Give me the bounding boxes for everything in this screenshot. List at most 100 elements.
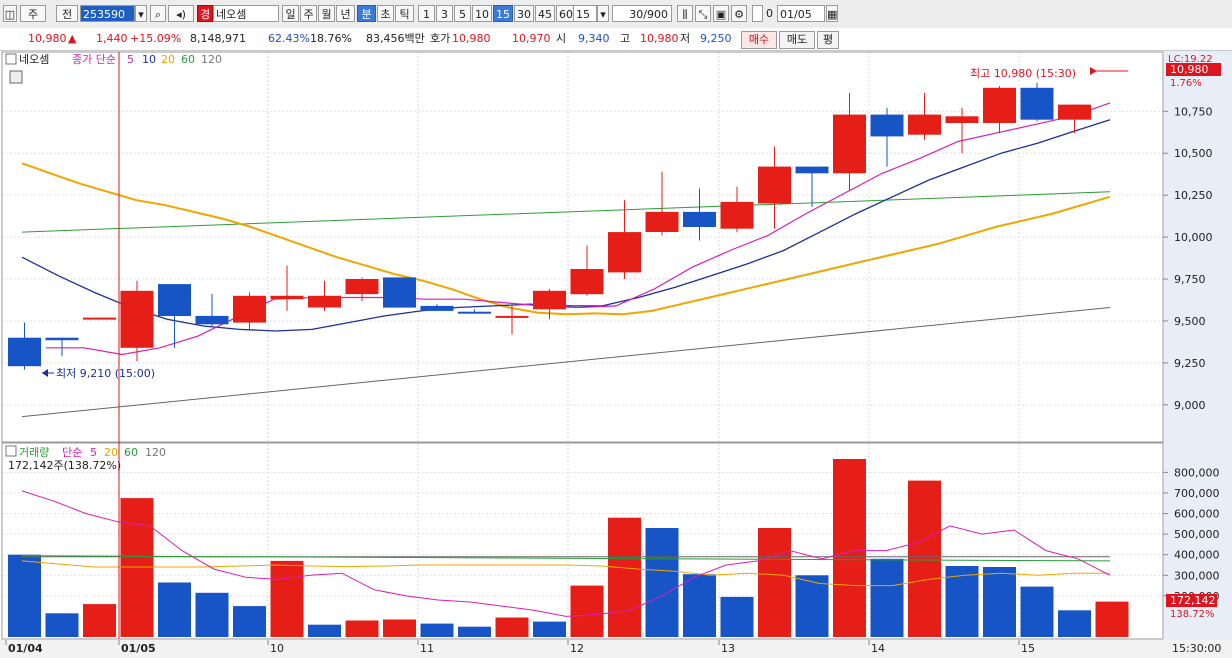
ma120-line bbox=[21, 307, 1111, 418]
tab-day[interactable]: 일 bbox=[282, 5, 299, 22]
stock-code-input[interactable]: 253590 bbox=[80, 5, 135, 22]
all-button[interactable]: 전 bbox=[56, 5, 78, 22]
ma60-line bbox=[21, 191, 1111, 233]
last-volume-label: 172,142 bbox=[1170, 594, 1216, 607]
volume-panel-title: 거래량 bbox=[19, 446, 49, 459]
legend-box-icon[interactable] bbox=[5, 445, 17, 457]
price-tick-label: 10,000 bbox=[1174, 231, 1213, 244]
volume-tick-label: 500,000 bbox=[1174, 528, 1220, 541]
period-select[interactable]: 주 bbox=[20, 5, 46, 22]
legend-ma5: 5 bbox=[127, 53, 134, 66]
price-series bbox=[8, 82, 1111, 418]
candle-body bbox=[720, 201, 754, 229]
volume-bar bbox=[1095, 601, 1129, 637]
tab-year[interactable]: 년 bbox=[336, 5, 355, 22]
ma20-line bbox=[21, 162, 1111, 316]
candle-body bbox=[683, 211, 716, 227]
volume-tick-label: 600,000 bbox=[1174, 508, 1220, 521]
volume-bar bbox=[683, 574, 716, 637]
vol-legend-ma20: 20 bbox=[104, 446, 118, 459]
table-icon[interactable] bbox=[9, 70, 23, 84]
interval-3[interactable]: 3 bbox=[436, 5, 453, 22]
candle-body bbox=[233, 295, 266, 323]
save-icon[interactable]: ▣ bbox=[713, 5, 729, 22]
candle-body bbox=[345, 279, 379, 295]
count-field[interactable]: 30/900 bbox=[612, 5, 672, 22]
quote-bar: 10,980 ▲ 1,440 +15.09% 8,148,971 62.43% … bbox=[0, 28, 1232, 51]
price-tick-label: 10,750 bbox=[1174, 105, 1213, 118]
legend-ma10: 10 bbox=[142, 53, 156, 66]
volume-bar bbox=[1058, 610, 1091, 637]
volume-panel-border bbox=[1, 442, 1164, 640]
volume-bar bbox=[8, 554, 41, 637]
x-axis-labels: 01/04 01/05 10 11 12 13 14 15 bbox=[5, 640, 1035, 655]
gear-icon[interactable]: ⚙ bbox=[731, 5, 747, 22]
warning-badge: 경 bbox=[197, 5, 213, 22]
draw-tool-icon[interactable]: ⤡ bbox=[695, 5, 711, 22]
volume-bar bbox=[758, 528, 791, 637]
tab-tick[interactable]: 틱 bbox=[395, 5, 414, 22]
price-panel-title: 네오셈 bbox=[19, 53, 49, 66]
tab-minute[interactable]: 분 bbox=[357, 5, 376, 22]
date-input[interactable]: 01/05 bbox=[777, 5, 825, 22]
vol-ma5-line bbox=[21, 490, 1111, 617]
price-tick-label: 9,500 bbox=[1174, 315, 1206, 328]
checkbox[interactable] bbox=[752, 5, 763, 22]
candle-body bbox=[533, 290, 566, 310]
volume-bar bbox=[833, 459, 866, 637]
buy-button[interactable]: 매수 bbox=[741, 31, 777, 49]
tab-second[interactable]: 초 bbox=[377, 5, 394, 22]
x-axis-label: 14 bbox=[871, 642, 885, 655]
chevron-down-icon[interactable]: ▾ bbox=[597, 5, 609, 22]
interval-input[interactable]: 15 bbox=[573, 5, 597, 22]
candle-body bbox=[945, 116, 979, 123]
candle-icon[interactable]: ⫼ bbox=[677, 5, 693, 22]
legend-ma120: 120 bbox=[201, 53, 222, 66]
volume-tick-label: 400,000 bbox=[1174, 549, 1220, 562]
interval-45[interactable]: 45 bbox=[535, 5, 555, 22]
eval-button[interactable]: 평 bbox=[817, 31, 839, 49]
tab-month[interactable]: 월 bbox=[318, 5, 335, 22]
volume-bar bbox=[120, 498, 154, 637]
interval-1[interactable]: 1 bbox=[418, 5, 435, 22]
time-label: 15:30:00 bbox=[1172, 642, 1221, 655]
interval-10[interactable]: 10 bbox=[472, 5, 492, 22]
legend-box-icon[interactable] bbox=[5, 53, 17, 65]
sell-button[interactable]: 매도 bbox=[779, 31, 815, 49]
chart-type-icon[interactable]: ◫ bbox=[3, 5, 17, 22]
interval-5[interactable]: 5 bbox=[454, 5, 471, 22]
tab-week[interactable]: 주 bbox=[300, 5, 317, 22]
y-axis-panel bbox=[1164, 51, 1232, 640]
chevron-down-icon[interactable]: ▾ bbox=[135, 5, 147, 22]
interval-30[interactable]: 30 bbox=[514, 5, 534, 22]
last-volume-pct: 138.72% bbox=[1170, 609, 1215, 620]
open-price: 9,340 bbox=[578, 32, 610, 45]
price-tick-label: 10,250 bbox=[1174, 189, 1213, 202]
candle-body bbox=[495, 315, 529, 318]
volume-bar bbox=[195, 592, 229, 637]
speaker-icon[interactable]: ◂) bbox=[168, 5, 194, 22]
vol-ma20-line bbox=[21, 560, 1110, 587]
turnover: 18.76% bbox=[310, 32, 352, 45]
volume-bar bbox=[495, 617, 529, 637]
candle-body bbox=[908, 114, 941, 135]
volume-bar bbox=[795, 575, 829, 637]
volume-bar bbox=[270, 560, 304, 637]
current-price: 10,980 bbox=[28, 32, 67, 45]
x-axis-label: 01/05 bbox=[121, 642, 156, 655]
x-axis-label: 11 bbox=[420, 642, 434, 655]
ask-price: 10,980 bbox=[452, 32, 491, 45]
volume-bar bbox=[458, 626, 491, 637]
volume-bar bbox=[345, 620, 379, 637]
calendar-icon[interactable]: ▦ bbox=[826, 5, 838, 22]
candle-body bbox=[158, 284, 191, 316]
candle-body bbox=[570, 269, 604, 295]
chart-area[interactable]: 네오셈 종가 단순 5 10 20 60 120 최고 10,980 (15:3… bbox=[0, 51, 1232, 658]
volume-bar bbox=[383, 619, 416, 637]
search-icon[interactable]: ⌕ bbox=[150, 5, 166, 22]
candle-body bbox=[45, 337, 79, 341]
volume-bar bbox=[908, 480, 941, 637]
price-tick-label: 10,500 bbox=[1174, 147, 1213, 160]
interval-15[interactable]: 15 bbox=[493, 5, 513, 22]
low-label: 저 bbox=[680, 32, 691, 45]
